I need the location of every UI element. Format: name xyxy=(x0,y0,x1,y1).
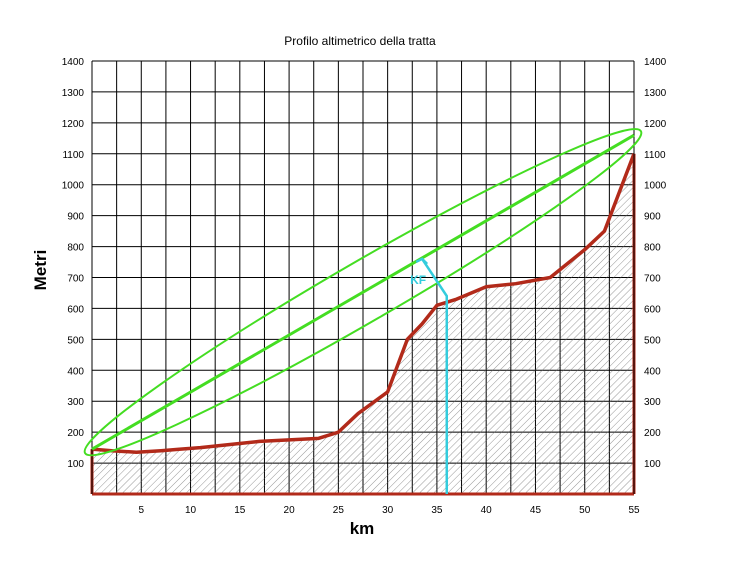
y-tick-label-left: 900 xyxy=(67,212,84,223)
x-tick-label: 10 xyxy=(185,505,197,516)
y-tick-label-right: 500 xyxy=(644,335,661,346)
y-tick-label-right: 300 xyxy=(644,397,661,408)
x-tick-label: 5 xyxy=(138,505,144,516)
x-tick-label: 45 xyxy=(530,505,542,516)
y-tick-label-left: 700 xyxy=(67,274,84,285)
y-tick-label-right: 1200 xyxy=(644,119,667,130)
x-tick-label: 25 xyxy=(333,505,345,516)
y-tick-label-left: 1400 xyxy=(62,57,85,68)
y-tick-label-right: 200 xyxy=(644,428,661,439)
x-tick-label: 15 xyxy=(234,505,246,516)
y-tick-label-left: 200 xyxy=(67,428,84,439)
y-tick-label-left: 400 xyxy=(67,366,84,377)
x-tick-label: 55 xyxy=(628,505,640,516)
y-tick-label-left: 1200 xyxy=(62,119,85,130)
trend-line xyxy=(91,133,635,451)
y-tick-label-right: 900 xyxy=(644,212,661,223)
elevation-line xyxy=(91,153,636,454)
x-tick-label: 20 xyxy=(284,505,296,516)
y-tick-label-left: 1300 xyxy=(62,88,85,99)
y-tick-label-left: 100 xyxy=(67,459,84,470)
elevation-area xyxy=(92,153,634,495)
y-tick-label-left: 1100 xyxy=(62,150,84,161)
arrow-line xyxy=(421,258,449,494)
y-tick-label-right: 400 xyxy=(644,366,661,377)
x-tick-label: 40 xyxy=(481,505,493,516)
y-tick-label-left: 500 xyxy=(67,335,84,346)
y-tick-label-right: 800 xyxy=(644,243,661,254)
y-tick-label-right: 1400 xyxy=(644,57,667,68)
y-tick-label-right: 700 xyxy=(644,274,661,285)
y-tick-label-right: 1000 xyxy=(644,181,667,192)
chart-title: Profilo altimetrico della tratta xyxy=(284,34,436,48)
y-tick-label-right: 1100 xyxy=(644,150,666,161)
x-axis-label: km xyxy=(350,519,375,538)
y-tick-label-right: 100 xyxy=(644,459,661,470)
y-tick-label-right: 600 xyxy=(644,304,661,315)
y-tick-label-left: 800 xyxy=(67,243,84,254)
y-tick-label-left: 1000 xyxy=(62,181,85,192)
y-tick-label-right: 1300 xyxy=(644,88,667,99)
y-tick-label-left: 600 xyxy=(67,304,84,315)
x-tick-label: 50 xyxy=(579,505,591,516)
trend-ellipse xyxy=(83,128,643,457)
arrow-head xyxy=(415,257,429,265)
x-tick-label: 30 xyxy=(382,505,394,516)
y-axis-label: Metri xyxy=(31,250,50,291)
arrow-label: KF xyxy=(410,273,426,287)
y-tick-label-left: 300 xyxy=(67,397,84,408)
x-tick-label: 35 xyxy=(431,505,443,516)
